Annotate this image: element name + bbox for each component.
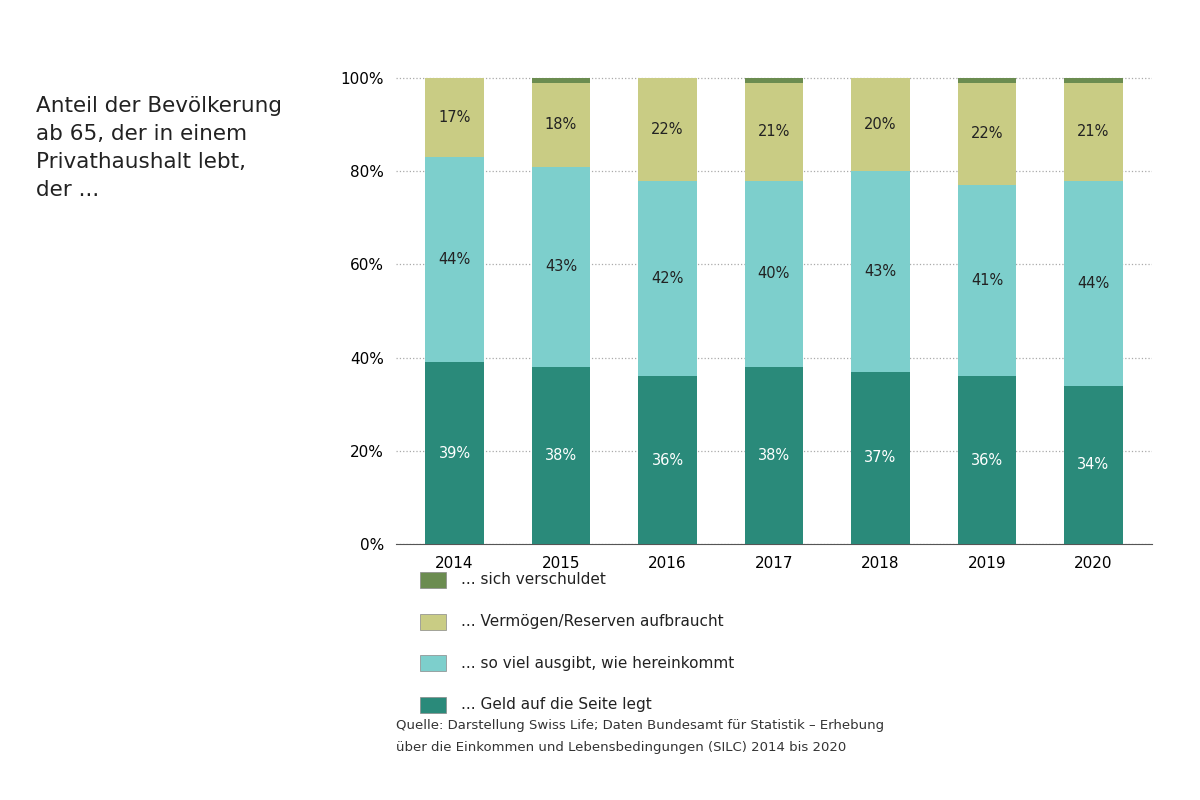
Bar: [638, 181, 697, 376]
Text: Quelle: Darstellung Swiss Life; Daten Bundesamt für Statistik – Erhebung: Quelle: Darstellung Swiss Life; Daten Bu…: [396, 719, 884, 732]
Bar: [958, 82, 1016, 185]
Bar: [1064, 78, 1123, 82]
Text: ... so viel ausgibt, wie hereinkommt: ... so viel ausgibt, wie hereinkommt: [461, 656, 734, 670]
Bar: [532, 166, 590, 367]
Text: 42%: 42%: [652, 271, 684, 286]
Bar: [638, 376, 697, 544]
Bar: [638, 78, 697, 181]
Text: 41%: 41%: [971, 273, 1003, 288]
Bar: [958, 78, 1016, 82]
Text: 17%: 17%: [438, 110, 470, 125]
Text: 43%: 43%: [545, 259, 577, 274]
Text: 21%: 21%: [1078, 124, 1110, 139]
Bar: [745, 82, 803, 181]
Text: 38%: 38%: [545, 448, 577, 463]
Bar: [425, 158, 484, 362]
Bar: [425, 78, 484, 158]
Text: 22%: 22%: [971, 126, 1003, 142]
Text: 44%: 44%: [1078, 275, 1110, 290]
Bar: [851, 78, 910, 171]
Bar: [1064, 82, 1123, 181]
Text: 34%: 34%: [1078, 458, 1110, 472]
Text: 36%: 36%: [652, 453, 684, 468]
Bar: [532, 367, 590, 544]
Text: 20%: 20%: [864, 117, 896, 132]
Text: 38%: 38%: [758, 448, 790, 463]
Text: ... Geld auf die Seite legt: ... Geld auf die Seite legt: [461, 698, 652, 712]
Text: ... sich verschuldet: ... sich verschuldet: [461, 573, 606, 587]
Text: 21%: 21%: [758, 124, 790, 139]
Bar: [532, 78, 590, 82]
Text: 44%: 44%: [438, 252, 470, 267]
Bar: [1064, 386, 1123, 544]
Bar: [745, 367, 803, 544]
Bar: [958, 185, 1016, 376]
Text: 39%: 39%: [438, 446, 470, 461]
Text: 43%: 43%: [864, 264, 896, 279]
Text: ... Vermögen/Reserven aufbraucht: ... Vermögen/Reserven aufbraucht: [461, 614, 724, 629]
Text: über die Einkommen und Lebensbedingungen (SILC) 2014 bis 2020: über die Einkommen und Lebensbedingungen…: [396, 741, 846, 754]
Text: 22%: 22%: [652, 122, 684, 137]
Bar: [851, 371, 910, 544]
Text: 40%: 40%: [758, 266, 790, 282]
Text: 18%: 18%: [545, 117, 577, 132]
Bar: [745, 78, 803, 82]
Bar: [958, 376, 1016, 544]
Bar: [532, 82, 590, 166]
Bar: [745, 181, 803, 367]
Bar: [851, 171, 910, 371]
Bar: [425, 362, 484, 544]
Text: 37%: 37%: [864, 450, 896, 466]
Text: Anteil der Bevölkerung
ab 65, der in einem
Privathaushalt lebt,
der ...: Anteil der Bevölkerung ab 65, der in ein…: [36, 96, 282, 200]
Bar: [1064, 181, 1123, 386]
Text: 36%: 36%: [971, 453, 1003, 468]
